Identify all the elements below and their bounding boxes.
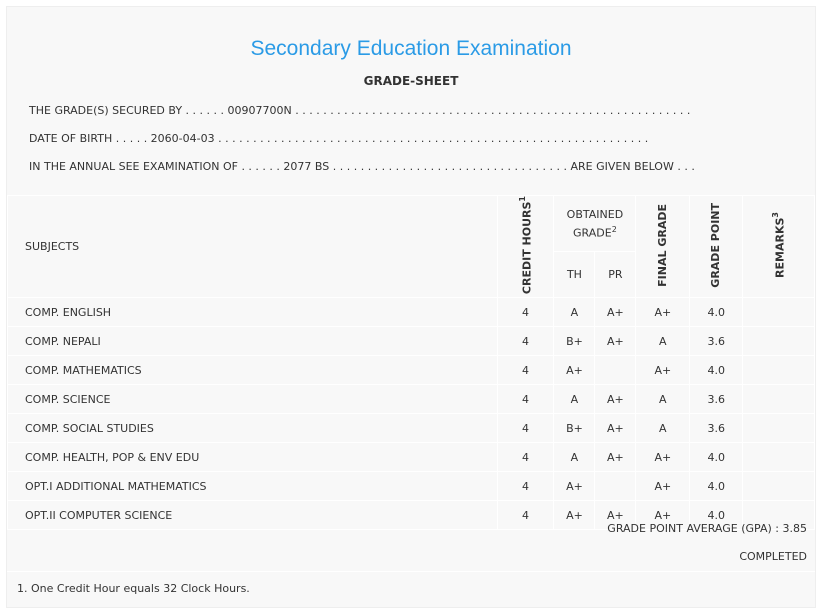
credit-cell: 4 [496,355,555,386]
credit-cell: 4 [496,471,555,502]
grade-point-cell: 3.6 [689,384,744,415]
th-grade-cell: A+ [553,500,596,531]
credit-cell: 4 [496,413,555,444]
header-th: TH [553,251,596,299]
remarks-cell [742,355,815,386]
subject-cell: COMP. ENGLISH [7,297,498,328]
subject-cell: COMP. SOCIAL STUDIES [7,413,498,444]
final-grade-cell: A [635,384,691,415]
th-grade-cell: A+ [553,471,596,502]
table-row: COMP. SCIENCE 4 A A+ A 3.6 [7,384,815,415]
remarks-cell [742,384,815,415]
table-row: COMP. ENGLISH 4 A A+ A+ 4.0 [7,297,815,328]
page-subtitle: GRADE-SHEET [363,74,459,88]
table-row: COMP. SOCIAL STUDIES 4 B+ A+ A 3.6 [7,413,815,444]
pr-grade-cell: A+ [594,500,637,531]
th-grade-cell: A [553,384,596,415]
final-grade-cell: A [635,413,691,444]
grade-point-cell: 4.0 [689,471,744,502]
subject-cell: COMP. HEALTH, POP & ENV EDU [7,442,498,473]
remarks-cell [742,326,815,357]
grade-sheet: Secondary Education Examination GRADE-SH… [6,6,816,608]
subject-cell: OPT.I ADDITIONAL MATHEMATICS [7,471,498,502]
table-row: OPT.I ADDITIONAL MATHEMATICS 4 A+ A+ 4.0 [7,471,815,502]
header-obtained-grade: OBTAINED GRADE2 [553,194,637,253]
header-credit-hours: CREDIT HOURS1 [496,194,555,299]
table-row: COMP. MATHEMATICS 4 A+ A+ 4.0 [7,355,815,386]
grade-point-cell: 3.6 [689,326,744,357]
th-grade-cell: A [553,297,596,328]
grade-point-cell: 4.0 [689,297,744,328]
th-grade-cell: A+ [553,355,596,386]
th-grade-cell: A [553,442,596,473]
grade-point-cell: 4.0 [689,355,744,386]
final-grade-cell: A+ [635,500,691,531]
final-grade-cell: A+ [635,297,691,328]
dob-line: DATE OF BIRTH . . . . . 2060-04-03 . . .… [29,132,649,145]
header-subjects: SUBJECTS [7,194,498,299]
exam-line: IN THE ANNUAL SEE EXAMINATION OF . . . .… [29,160,695,173]
secured-by-line: THE GRADE(S) SECURED BY . . . . . . 0090… [29,104,691,117]
grade-point-cell: 4.0 [689,442,744,473]
pr-grade-cell: A+ [594,413,637,444]
th-grade-cell: B+ [553,326,596,357]
credit-cell: 4 [496,326,555,357]
pr-grade-cell [594,355,637,386]
final-grade-cell: A+ [635,442,691,473]
final-grade-cell: A+ [635,471,691,502]
credit-cell: 4 [496,442,555,473]
table-row: OPT.II COMPUTER SCIENCE 4 A+ A+ A+ 4.0 [7,500,815,531]
final-grade-cell: A+ [635,355,691,386]
subject-cell: OPT.II COMPUTER SCIENCE [7,500,498,531]
remarks-cell [742,471,815,502]
remarks-cell [742,297,815,328]
remarks-cell [742,413,815,444]
remarks-cell [742,500,815,531]
pr-grade-cell: A+ [594,297,637,328]
credit-cell: 4 [496,297,555,328]
pr-grade-cell: A+ [594,326,637,357]
subject-cell: COMP. NEPALI [7,326,498,357]
divider [7,571,815,572]
header-grade-point: GRADE POINT [689,194,744,299]
credit-cell: 4 [496,500,555,531]
grades-table: SUBJECTS CREDIT HOURS1 OBTAINED GRADE2 F… [7,194,815,531]
pr-grade-cell: A+ [594,442,637,473]
grade-point-cell: 3.6 [689,413,744,444]
footnote: 1. One Credit Hour equals 32 Clock Hours… [17,582,250,595]
table-row: COMP. NEPALI 4 B+ A+ A 3.6 [7,326,815,357]
header-pr: PR [594,251,637,299]
credit-cell: 4 [496,384,555,415]
final-grade-cell: A [635,326,691,357]
header-remarks: REMARKS3 [742,194,815,299]
remarks-cell [742,442,815,473]
grade-point-cell: 4.0 [689,500,744,531]
pr-grade-cell [594,471,637,502]
page-title: Secondary Education Examination [250,37,572,60]
table-row: COMP. HEALTH, POP & ENV EDU 4 A A+ A+ 4.0 [7,442,815,473]
header-final-grade: FINAL GRADE [635,194,691,299]
gpa-summary: GRADE POINT AVERAGE (GPA) : 3.85 [607,522,807,535]
pr-grade-cell: A+ [594,384,637,415]
th-grade-cell: B+ [553,413,596,444]
subject-cell: COMP. SCIENCE [7,384,498,415]
result-status: COMPLETED [739,550,807,563]
subject-cell: COMP. MATHEMATICS [7,355,498,386]
